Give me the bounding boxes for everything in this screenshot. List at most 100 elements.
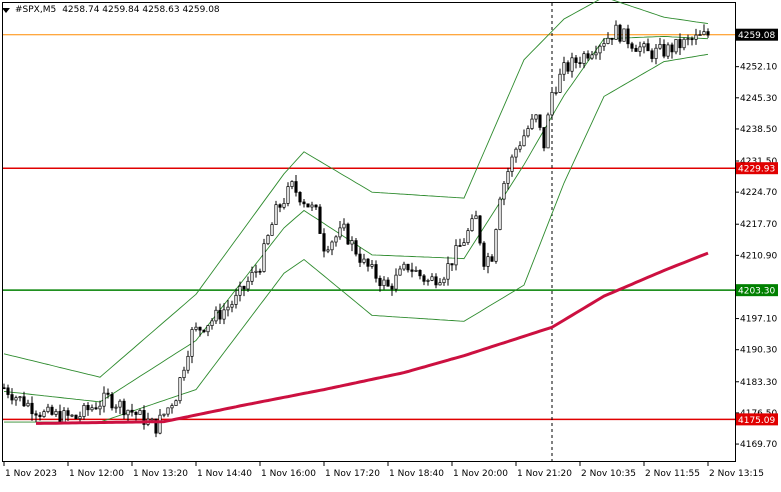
candle [666, 42, 670, 59]
candle-body [442, 278, 446, 284]
candle [334, 235, 338, 247]
candle [534, 114, 538, 123]
candle-body [694, 34, 698, 40]
candle-body [194, 326, 198, 330]
candle-body [310, 204, 314, 208]
candle [142, 405, 146, 430]
candle-body [702, 31, 706, 35]
candle [398, 265, 402, 276]
candle-body [626, 28, 630, 45]
candle-body [590, 54, 594, 59]
candle [270, 222, 274, 236]
candle-body [198, 326, 202, 331]
candle-body [570, 57, 574, 72]
candle-body [646, 43, 650, 52]
candle [590, 51, 594, 60]
candle [82, 402, 86, 420]
candle [138, 408, 142, 415]
candle [322, 228, 326, 258]
candle [182, 366, 186, 381]
candle [370, 260, 374, 269]
candle-body [638, 46, 642, 52]
x-tick-label: 1 Nov 17:20 [325, 469, 380, 479]
candle-body [74, 414, 78, 420]
candle-body [526, 128, 530, 137]
candle [410, 262, 414, 278]
candle-body [486, 256, 490, 267]
y-tick-label: 4217.70 [740, 220, 777, 230]
y-tick-label: 4252.10 [740, 63, 777, 73]
y-tick-label: 4183.30 [740, 378, 777, 388]
candle-body [42, 411, 46, 417]
candle [54, 408, 58, 418]
candle-body [274, 204, 278, 225]
candle-body [418, 269, 422, 277]
candle [194, 322, 198, 332]
candle-body [566, 62, 570, 72]
candle-body [546, 114, 550, 149]
candle-body [614, 24, 618, 40]
candle [18, 396, 22, 402]
candle [94, 402, 98, 410]
candle-body [190, 329, 194, 357]
candle [574, 55, 578, 69]
candle-body [18, 396, 22, 399]
candle [690, 36, 694, 46]
candle-body [594, 52, 598, 56]
candle [454, 239, 458, 271]
candle [462, 238, 466, 247]
candle-body [210, 320, 214, 326]
candle [38, 412, 42, 421]
candle-body [130, 409, 134, 413]
candle [458, 238, 462, 247]
candle-body [386, 279, 390, 287]
y-tick-label: 4190.30 [740, 346, 777, 356]
candle-body [286, 186, 290, 204]
candle-body [202, 329, 206, 333]
candle-body [174, 400, 178, 406]
candle-body [534, 114, 538, 120]
candle [314, 204, 318, 210]
ohlc-values: 4258.74 4259.84 4258.63 4259.08 [62, 5, 220, 15]
candle [114, 404, 118, 413]
candle-body [370, 264, 374, 267]
candle [570, 52, 574, 78]
candle [66, 407, 70, 421]
candle-body [402, 263, 406, 270]
candle [70, 414, 74, 418]
candle [306, 203, 310, 208]
candle [330, 240, 334, 256]
candle [242, 285, 246, 297]
candle [626, 24, 630, 49]
candle [506, 167, 510, 190]
chart-header: #SPX,M5 4258.74 4259.84 4258.63 4259.08 [2, 3, 220, 17]
candle-body [510, 156, 514, 172]
candle [238, 281, 242, 302]
candle [122, 398, 126, 420]
candle-body [342, 223, 346, 229]
candle-body [482, 242, 486, 267]
candle-body [282, 203, 286, 208]
candle-body [538, 114, 542, 128]
candle-body [558, 73, 562, 93]
candle [494, 228, 498, 264]
candle [362, 253, 366, 265]
candle-body [454, 245, 458, 266]
candle [658, 37, 662, 50]
x-tick-label: 1 Nov 12:00 [69, 469, 124, 479]
candle-body [518, 145, 522, 150]
candle-body [242, 285, 246, 290]
candle-body [162, 413, 166, 416]
candle-body [182, 369, 186, 379]
dropdown-triangle-icon[interactable] [2, 8, 10, 13]
candle [442, 276, 446, 286]
current-price-badge: 4259.08 [738, 31, 775, 41]
candle [186, 350, 190, 374]
candle-body [470, 218, 474, 232]
candle [282, 197, 286, 210]
candle [694, 28, 698, 45]
candle-body [262, 243, 266, 272]
candle [202, 329, 206, 334]
